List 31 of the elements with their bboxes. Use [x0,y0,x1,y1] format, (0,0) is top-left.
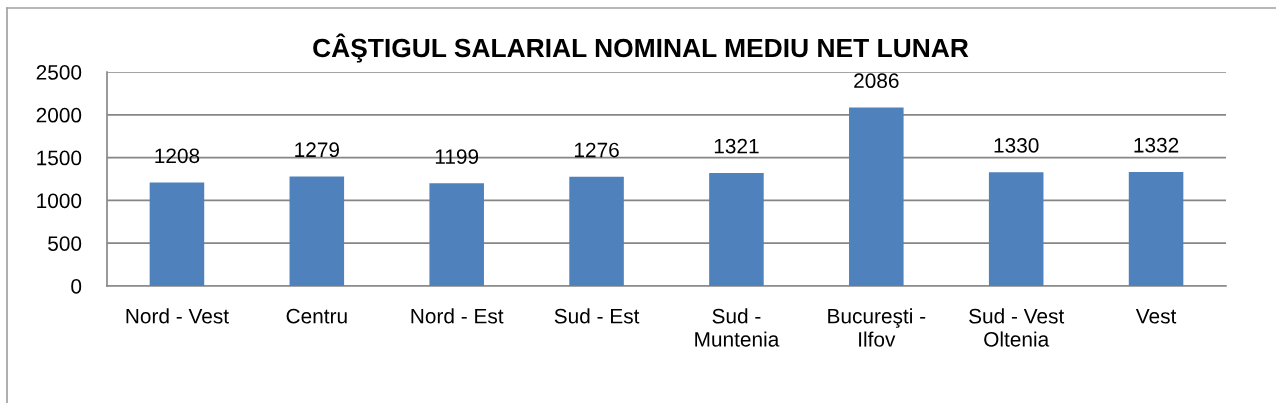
y-tick-label: 1500 [37,150,82,166]
data-label: 1199 [435,149,479,164]
data-label: 1330 [994,138,1039,153]
bar [849,107,904,286]
data-label: 1276 [574,142,619,158]
bar [289,176,345,286]
x-tick-label: Centru [286,308,347,324]
y-tick-label: 1000 [37,193,82,209]
data-label: 2086 [854,73,899,89]
y-tick-label: 2500 [36,65,82,80]
x-tick-label: Nord - Est [411,308,504,324]
x-tick-label: Vest [1135,308,1177,324]
chart-title: CÂŞTIGUL SALARIAL NOMINAL MEDIU NET LUNAR [313,33,969,63]
x-tick-label: Sud - Muntenia [695,308,780,347]
x-tick-label: Bucureşti - Ilfov [828,308,926,347]
bar [1128,171,1184,286]
x-tick-label: Nord - Vest [126,308,229,324]
y-tick-label: 2000 [36,107,82,123]
data-label: 1208 [155,148,200,164]
y-tick-label: 0 [71,279,82,294]
bar [569,176,624,286]
bar [988,172,1044,286]
x-tick-label: Sud - Est [554,308,640,324]
y-tick-label: 500 [48,236,82,251]
bar [429,183,484,286]
bar [709,172,764,286]
x-tick-label: Sud - Vest Oltenia [969,308,1065,347]
data-label: 1332 [1134,137,1179,153]
data-label: 1279 [295,142,339,158]
data-label: 1321 [714,138,759,154]
bar [149,182,205,286]
